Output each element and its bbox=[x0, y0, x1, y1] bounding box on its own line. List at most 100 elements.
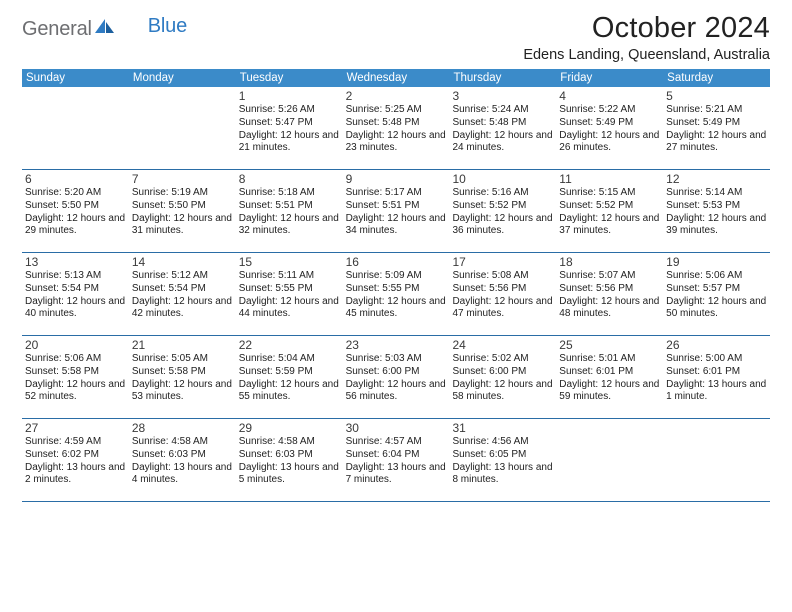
day-info: Sunrise: 5:06 AMSunset: 5:57 PMDaylight:… bbox=[666, 270, 767, 321]
title-block: October 2024 Edens Landing, Queensland, … bbox=[523, 12, 770, 63]
day-number: 24 bbox=[452, 338, 553, 352]
brand-sail-icon bbox=[94, 17, 116, 40]
day-header: Tuesday bbox=[236, 69, 343, 87]
day-number: 12 bbox=[666, 172, 767, 186]
day-cell: 9Sunrise: 5:17 AMSunset: 5:51 PMDaylight… bbox=[343, 170, 450, 252]
day-header: Sunday bbox=[22, 69, 129, 87]
day-cell: 18Sunrise: 5:07 AMSunset: 5:56 PMDayligh… bbox=[556, 253, 663, 335]
day-number: 10 bbox=[452, 172, 553, 186]
day-cell: 11Sunrise: 5:15 AMSunset: 5:52 PMDayligh… bbox=[556, 170, 663, 252]
brand-logo: General Blue bbox=[22, 18, 187, 41]
day-number: 31 bbox=[452, 421, 553, 435]
day-number: 26 bbox=[666, 338, 767, 352]
day-cell bbox=[556, 419, 663, 501]
day-number: 28 bbox=[132, 421, 233, 435]
day-number: 4 bbox=[559, 89, 660, 103]
day-info: Sunrise: 5:17 AMSunset: 5:51 PMDaylight:… bbox=[346, 187, 447, 238]
day-cell: 1Sunrise: 5:26 AMSunset: 5:47 PMDaylight… bbox=[236, 87, 343, 169]
location-text: Edens Landing, Queensland, Australia bbox=[523, 47, 770, 63]
day-cell: 25Sunrise: 5:01 AMSunset: 6:01 PMDayligh… bbox=[556, 336, 663, 418]
day-number: 7 bbox=[132, 172, 233, 186]
day-number: 2 bbox=[346, 89, 447, 103]
day-header: Wednesday bbox=[343, 69, 450, 87]
day-info: Sunrise: 4:58 AMSunset: 6:03 PMDaylight:… bbox=[239, 436, 340, 487]
day-info: Sunrise: 5:06 AMSunset: 5:58 PMDaylight:… bbox=[25, 353, 126, 404]
brand-part1: General bbox=[22, 18, 92, 41]
day-number: 25 bbox=[559, 338, 660, 352]
day-number: 9 bbox=[346, 172, 447, 186]
day-info: Sunrise: 5:12 AMSunset: 5:54 PMDaylight:… bbox=[132, 270, 233, 321]
day-info: Sunrise: 5:20 AMSunset: 5:50 PMDaylight:… bbox=[25, 187, 126, 238]
day-number: 30 bbox=[346, 421, 447, 435]
day-cell: 6Sunrise: 5:20 AMSunset: 5:50 PMDaylight… bbox=[22, 170, 129, 252]
day-header: Saturday bbox=[663, 69, 770, 87]
day-header: Thursday bbox=[449, 69, 556, 87]
day-number: 18 bbox=[559, 255, 660, 269]
day-cell: 14Sunrise: 5:12 AMSunset: 5:54 PMDayligh… bbox=[129, 253, 236, 335]
day-cell bbox=[22, 87, 129, 169]
day-number: 14 bbox=[132, 255, 233, 269]
day-cell: 15Sunrise: 5:11 AMSunset: 5:55 PMDayligh… bbox=[236, 253, 343, 335]
day-info: Sunrise: 5:13 AMSunset: 5:54 PMDaylight:… bbox=[25, 270, 126, 321]
day-cell bbox=[129, 87, 236, 169]
day-cell: 8Sunrise: 5:18 AMSunset: 5:51 PMDaylight… bbox=[236, 170, 343, 252]
day-info: Sunrise: 5:08 AMSunset: 5:56 PMDaylight:… bbox=[452, 270, 553, 321]
day-cell: 26Sunrise: 5:00 AMSunset: 6:01 PMDayligh… bbox=[663, 336, 770, 418]
day-number: 21 bbox=[132, 338, 233, 352]
day-cell: 12Sunrise: 5:14 AMSunset: 5:53 PMDayligh… bbox=[663, 170, 770, 252]
week-row: 20Sunrise: 5:06 AMSunset: 5:58 PMDayligh… bbox=[22, 336, 770, 419]
day-cell: 28Sunrise: 4:58 AMSunset: 6:03 PMDayligh… bbox=[129, 419, 236, 501]
day-info: Sunrise: 5:04 AMSunset: 5:59 PMDaylight:… bbox=[239, 353, 340, 404]
day-cell: 31Sunrise: 4:56 AMSunset: 6:05 PMDayligh… bbox=[449, 419, 556, 501]
week-row: 1Sunrise: 5:26 AMSunset: 5:47 PMDaylight… bbox=[22, 87, 770, 170]
day-info: Sunrise: 5:09 AMSunset: 5:55 PMDaylight:… bbox=[346, 270, 447, 321]
day-number: 20 bbox=[25, 338, 126, 352]
day-header-row: SundayMondayTuesdayWednesdayThursdayFrid… bbox=[22, 69, 770, 87]
day-number: 13 bbox=[25, 255, 126, 269]
calendar-grid: SundayMondayTuesdayWednesdayThursdayFrid… bbox=[22, 69, 770, 502]
day-number: 6 bbox=[25, 172, 126, 186]
day-info: Sunrise: 5:21 AMSunset: 5:49 PMDaylight:… bbox=[666, 104, 767, 155]
day-number: 19 bbox=[666, 255, 767, 269]
week-row: 27Sunrise: 4:59 AMSunset: 6:02 PMDayligh… bbox=[22, 419, 770, 502]
day-info: Sunrise: 5:05 AMSunset: 5:58 PMDaylight:… bbox=[132, 353, 233, 404]
day-cell: 10Sunrise: 5:16 AMSunset: 5:52 PMDayligh… bbox=[449, 170, 556, 252]
day-info: Sunrise: 4:59 AMSunset: 6:02 PMDaylight:… bbox=[25, 436, 126, 487]
day-number: 11 bbox=[559, 172, 660, 186]
day-info: Sunrise: 5:26 AMSunset: 5:47 PMDaylight:… bbox=[239, 104, 340, 155]
day-info: Sunrise: 5:19 AMSunset: 5:50 PMDaylight:… bbox=[132, 187, 233, 238]
day-info: Sunrise: 5:25 AMSunset: 5:48 PMDaylight:… bbox=[346, 104, 447, 155]
brand-part2: Blue bbox=[148, 15, 187, 38]
day-number: 22 bbox=[239, 338, 340, 352]
day-cell: 29Sunrise: 4:58 AMSunset: 6:03 PMDayligh… bbox=[236, 419, 343, 501]
day-info: Sunrise: 5:00 AMSunset: 6:01 PMDaylight:… bbox=[666, 353, 767, 404]
day-number: 5 bbox=[666, 89, 767, 103]
day-cell: 3Sunrise: 5:24 AMSunset: 5:48 PMDaylight… bbox=[449, 87, 556, 169]
day-cell: 20Sunrise: 5:06 AMSunset: 5:58 PMDayligh… bbox=[22, 336, 129, 418]
day-cell: 30Sunrise: 4:57 AMSunset: 6:04 PMDayligh… bbox=[343, 419, 450, 501]
day-info: Sunrise: 4:58 AMSunset: 6:03 PMDaylight:… bbox=[132, 436, 233, 487]
header: General Blue October 2024 Edens Landing,… bbox=[22, 12, 770, 63]
day-number: 1 bbox=[239, 89, 340, 103]
day-cell: 19Sunrise: 5:06 AMSunset: 5:57 PMDayligh… bbox=[663, 253, 770, 335]
day-number: 23 bbox=[346, 338, 447, 352]
day-cell: 17Sunrise: 5:08 AMSunset: 5:56 PMDayligh… bbox=[449, 253, 556, 335]
week-row: 13Sunrise: 5:13 AMSunset: 5:54 PMDayligh… bbox=[22, 253, 770, 336]
day-info: Sunrise: 5:15 AMSunset: 5:52 PMDaylight:… bbox=[559, 187, 660, 238]
day-cell: 22Sunrise: 5:04 AMSunset: 5:59 PMDayligh… bbox=[236, 336, 343, 418]
day-cell: 27Sunrise: 4:59 AMSunset: 6:02 PMDayligh… bbox=[22, 419, 129, 501]
day-info: Sunrise: 5:22 AMSunset: 5:49 PMDaylight:… bbox=[559, 104, 660, 155]
day-cell bbox=[663, 419, 770, 501]
day-cell: 24Sunrise: 5:02 AMSunset: 6:00 PMDayligh… bbox=[449, 336, 556, 418]
day-info: Sunrise: 5:24 AMSunset: 5:48 PMDaylight:… bbox=[452, 104, 553, 155]
day-info: Sunrise: 5:03 AMSunset: 6:00 PMDaylight:… bbox=[346, 353, 447, 404]
day-info: Sunrise: 5:11 AMSunset: 5:55 PMDaylight:… bbox=[239, 270, 340, 321]
day-header: Friday bbox=[556, 69, 663, 87]
day-cell: 5Sunrise: 5:21 AMSunset: 5:49 PMDaylight… bbox=[663, 87, 770, 169]
day-info: Sunrise: 4:57 AMSunset: 6:04 PMDaylight:… bbox=[346, 436, 447, 487]
day-info: Sunrise: 5:16 AMSunset: 5:52 PMDaylight:… bbox=[452, 187, 553, 238]
day-cell: 2Sunrise: 5:25 AMSunset: 5:48 PMDaylight… bbox=[343, 87, 450, 169]
month-title: October 2024 bbox=[523, 12, 770, 45]
day-cell: 16Sunrise: 5:09 AMSunset: 5:55 PMDayligh… bbox=[343, 253, 450, 335]
day-info: Sunrise: 5:02 AMSunset: 6:00 PMDaylight:… bbox=[452, 353, 553, 404]
